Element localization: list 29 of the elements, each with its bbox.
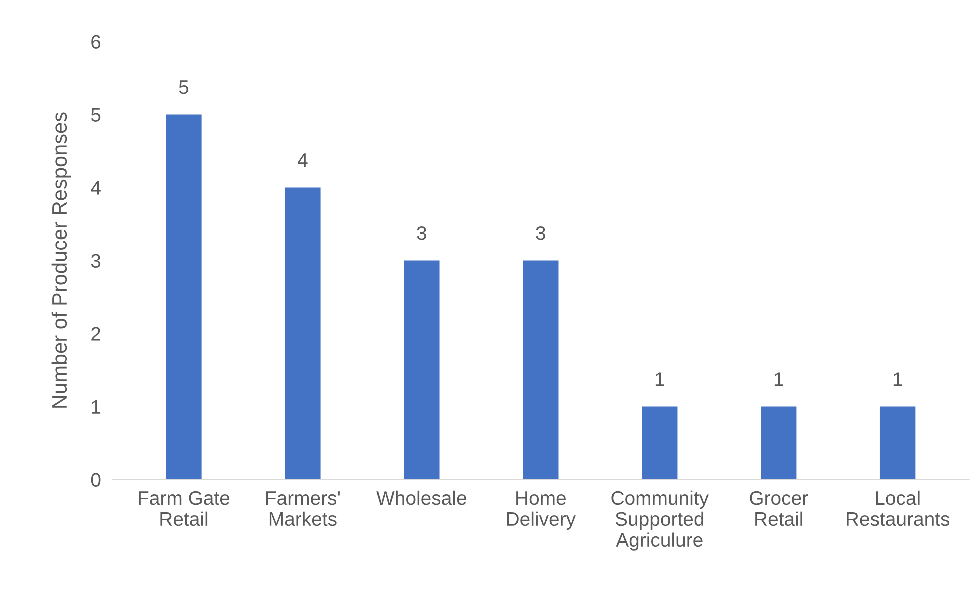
x-tick-label: Home Delivery	[507, 492, 576, 530]
x-tick-label: Farm Gate Retail	[139, 491, 230, 526]
data-label: 5	[179, 80, 189, 94]
bar	[761, 406, 797, 480]
bar	[285, 188, 321, 480]
data-label: 3	[536, 226, 546, 240]
data-label: 4	[298, 154, 308, 168]
y-tick-label: 2	[92, 327, 100, 341]
bar	[880, 406, 916, 480]
x-tick-label: Local Restaurants	[847, 490, 950, 526]
bar	[642, 406, 678, 480]
y-tick-label: 5	[91, 108, 101, 122]
bar	[404, 260, 440, 480]
data-label: 1	[656, 372, 664, 386]
y-tick-label: 4	[91, 181, 101, 195]
data-label: 1	[894, 372, 902, 386]
y-tick-label: 1	[92, 400, 101, 414]
y-axis-title: Number of Producer Responses	[52, 112, 72, 408]
y-tick-label: 0	[91, 473, 101, 488]
data-label: 3	[417, 226, 426, 240]
bar	[523, 260, 559, 480]
x-tick-label: Community Supported Agriculure	[612, 490, 709, 551]
x-tick-label: Farmers' Markets	[266, 492, 340, 526]
y-tick-label: 6	[92, 35, 101, 49]
x-tick-label: Grocer Retail	[750, 491, 808, 526]
bar	[166, 114, 202, 480]
y-tick-label: 3	[91, 254, 101, 268]
data-label: 1	[774, 372, 784, 386]
x-tick-label: Wholesale	[376, 490, 466, 506]
